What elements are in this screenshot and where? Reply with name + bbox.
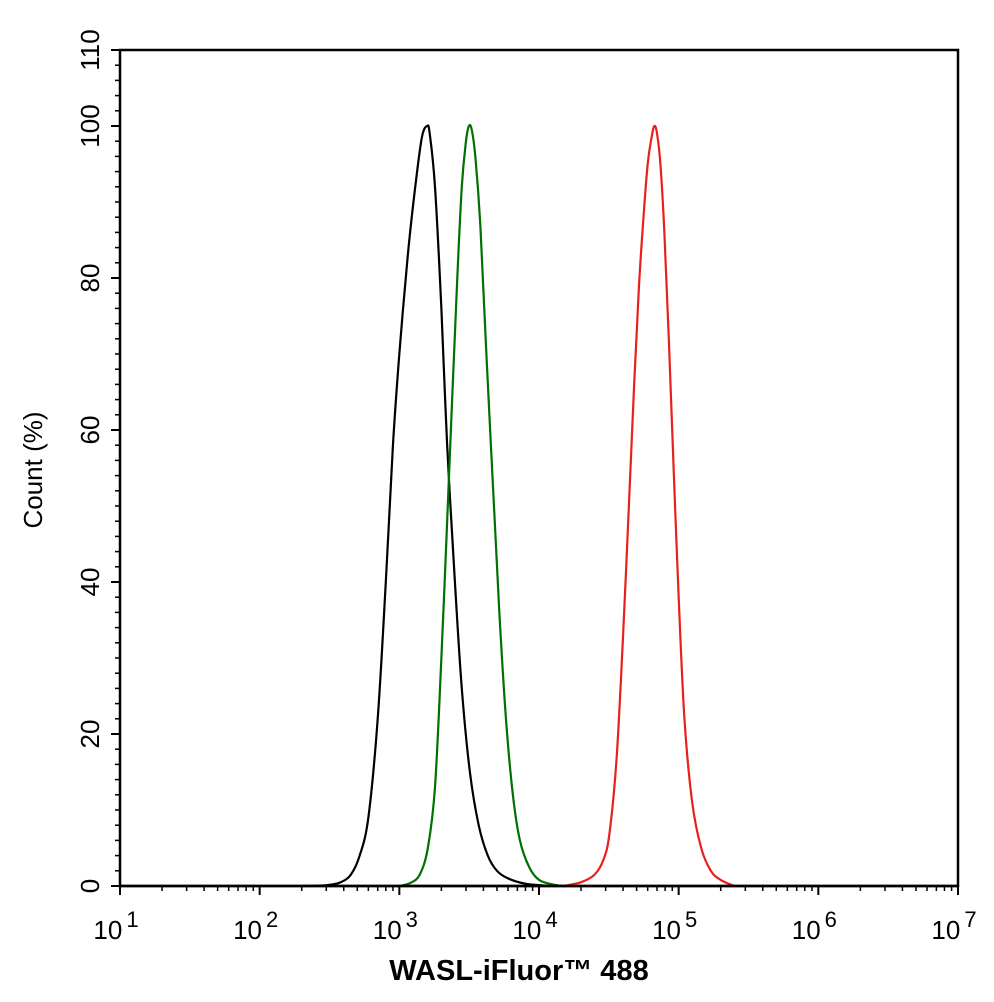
x-tick-label: 10 4: [512, 907, 557, 945]
y-tick-label: 0: [75, 879, 105, 893]
y-tick-label: 110: [75, 29, 105, 70]
x-tick-base: 10: [373, 915, 402, 945]
y-tick-label: 40: [75, 568, 105, 597]
histogram-series-3: [563, 124, 735, 888]
x-tick-exponent: 3: [406, 907, 418, 932]
histogram-series-2: [399, 123, 564, 888]
x-axis-title-text: WASL-iFluor™ 488: [389, 955, 648, 987]
x-tick-base: 10: [792, 915, 821, 945]
x-tick-label: 10 5: [652, 907, 697, 945]
x-tick-label: 10 7: [931, 907, 976, 945]
x-tick-base: 10: [93, 915, 122, 945]
x-tick-base: 10: [652, 915, 681, 945]
x-axis-title: WASL-iFluor™ 488: [389, 955, 648, 987]
axis-ticks: [111, 49, 959, 895]
x-tick-exponent: 5: [685, 907, 697, 932]
x-tick-base: 10: [931, 915, 960, 945]
histogram-series-1: [301, 124, 551, 888]
x-tick-base: 10: [512, 915, 541, 945]
y-axis-title: Count (%): [18, 411, 48, 528]
x-tick-label: 10 3: [373, 907, 418, 945]
histogram-series: [120, 123, 958, 888]
x-tick-exponent: 1: [126, 907, 138, 932]
x-tick-label: 10 6: [792, 907, 837, 945]
x-tick-base: 10: [233, 915, 262, 945]
y-tick-label: 20: [75, 720, 105, 749]
x-tick-label: 10 2: [233, 907, 278, 945]
x-tick-exponent: 2: [266, 907, 278, 932]
plot-frame: [118, 48, 960, 888]
x-tick-exponent: 7: [964, 907, 976, 932]
x-tick-exponent: 6: [825, 907, 837, 932]
y-tick-label: 100: [75, 104, 105, 147]
x-tick-exponent: 4: [545, 907, 557, 932]
x-tick-label: 10 1: [93, 907, 138, 945]
y-tick-label: 80: [75, 264, 105, 293]
y-tick-label: 60: [75, 416, 105, 445]
